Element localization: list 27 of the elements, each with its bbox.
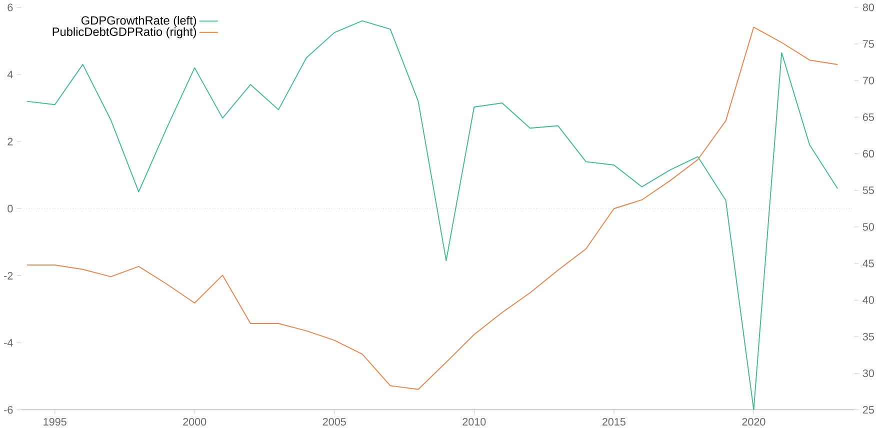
y2-tick-label: 65 [862, 113, 874, 121]
y2-tick-label: 30 [862, 369, 874, 377]
y2-tick-label: 70 [862, 76, 874, 84]
y-tick-label: 6 [8, 3, 13, 12]
y2-tick-label: 25 [862, 406, 874, 414]
y2-tick-label: 50 [862, 223, 874, 231]
y-tick-label: 0 [8, 204, 13, 212]
x-tick-label: 2010 [462, 418, 486, 426]
x-tick-label: 2020 [742, 418, 766, 426]
y-tick-label: -2 [4, 272, 13, 280]
x-tick-label: 2000 [183, 418, 206, 426]
y2-tick-label: 45 [862, 260, 874, 268]
y2-tick-label: 80 [862, 3, 874, 12]
y2-tick-label: 75 [862, 40, 874, 48]
y2-tick-label: 60 [862, 150, 874, 158]
legend-label: PublicDebtGDPRatio (right) [52, 27, 196, 38]
y-tick-label: -6 [4, 406, 13, 414]
y2-tick-label: 55 [862, 186, 874, 194]
legend-label: GDPGrowthRate (left) [81, 16, 196, 27]
y-tick-label: 2 [8, 138, 13, 146]
y2-tick-label: 40 [862, 296, 874, 304]
x-tick-label: 2005 [322, 418, 346, 426]
y2-tick-label: 35 [862, 332, 874, 340]
x-tick-label: 1995 [44, 418, 66, 426]
x-tick-label: 2015 [602, 418, 626, 426]
y-tick-label: -4 [4, 338, 13, 346]
y-tick-label: 4 [7, 70, 13, 78]
